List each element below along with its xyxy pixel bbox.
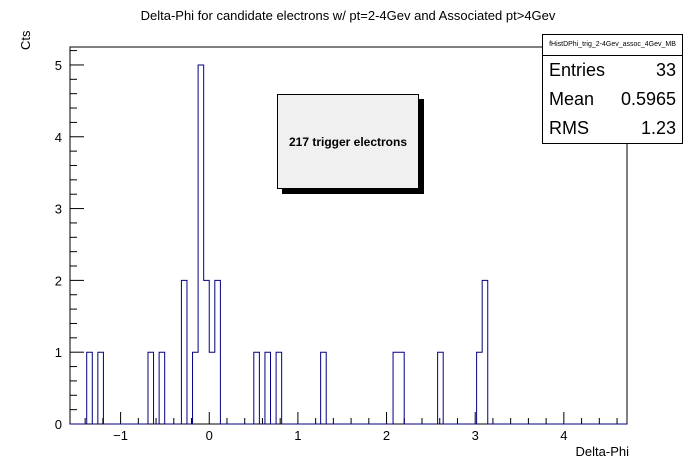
stats-row-mean: Mean 0.5965 <box>543 85 682 114</box>
x-tick-label: 3 <box>472 428 479 443</box>
y-axis-label: Cts <box>18 30 33 51</box>
stats-entries-value: 33 <box>655 60 676 80</box>
x-tick-label: 4 <box>560 428 567 443</box>
annotation-box: 217 trigger electrons <box>277 94 419 189</box>
stats-entries-label: Entries <box>549 60 606 80</box>
stats-row-entries: Entries 33 <box>543 56 682 85</box>
stats-rms-value: 1.23 <box>640 118 676 138</box>
stats-box: fHistDPhi_trig_2-4Gev_assoc_4Gev_MB Entr… <box>542 34 683 144</box>
y-tick-label: 3 <box>55 202 62 217</box>
stats-mean-label: Mean <box>549 89 595 109</box>
axis-ticks <box>70 50 618 425</box>
stats-histogram-name: fHistDPhi_trig_2-4Gev_assoc_4Gev_MB <box>543 35 682 56</box>
stats-rms-label: RMS <box>549 118 589 138</box>
axis-tick-labels: −1 0 1 2 3 4 0 1 2 3 4 5 <box>55 58 568 443</box>
y-tick-label: 0 <box>55 417 62 432</box>
stats-row-rms: RMS 1.23 <box>543 114 682 143</box>
histogram-line <box>70 64 627 425</box>
stats-mean-value: 0.5965 <box>620 89 676 109</box>
x-tick-label: −1 <box>113 428 128 443</box>
y-tick-label: 4 <box>55 130 62 145</box>
y-tick-label: 2 <box>55 273 62 288</box>
x-tick-label: 0 <box>206 428 213 443</box>
x-tick-label: 2 <box>383 428 390 443</box>
x-tick-label: 1 <box>294 428 301 443</box>
y-tick-label: 5 <box>55 58 62 73</box>
y-tick-label: 1 <box>55 345 62 360</box>
x-axis-label: Delta-Phi <box>575 444 629 459</box>
chart-title: Delta-Phi for candidate electrons w/ pt=… <box>140 8 556 23</box>
annotation-text: 217 trigger electrons <box>288 134 408 149</box>
